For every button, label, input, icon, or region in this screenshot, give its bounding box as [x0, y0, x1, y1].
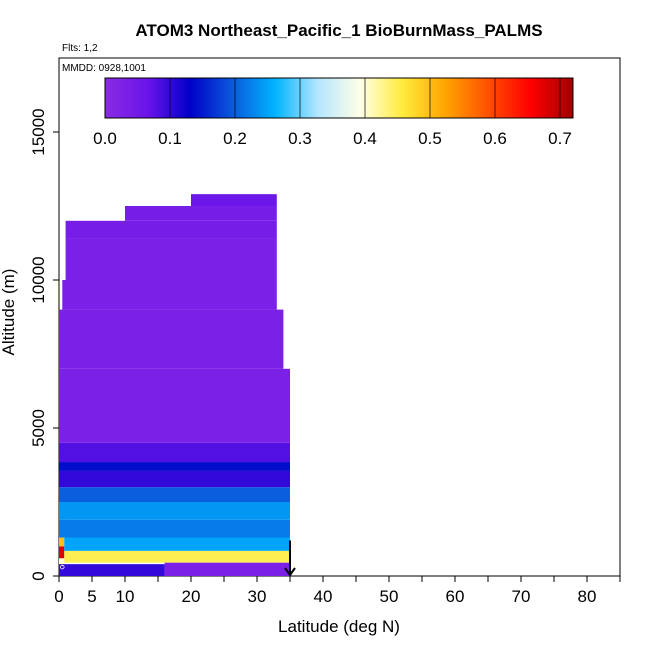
y-axis: 0 5000 10000 15000	[29, 108, 59, 581]
colorbar-tick-label: 0.3	[288, 129, 312, 148]
x-tick-label: 10	[116, 587, 135, 606]
y-axis-label: Altitude (m)	[0, 269, 18, 356]
flight-track-points	[60, 564, 65, 570]
colorbar-tick-label: 0.5	[418, 129, 442, 148]
heatmap-cell	[59, 309, 284, 369]
x-tick-label: 50	[380, 587, 399, 606]
y-tick-label: 5000	[29, 409, 48, 447]
x-tick-label: 0	[54, 587, 63, 606]
heatmap-cell	[65, 220, 277, 239]
latitude-marker	[284, 540, 296, 577]
dates-label: MMDD: 0928,1001	[62, 63, 146, 74]
heatmap-cell	[59, 462, 290, 471]
flights-label: Flts: 1,2	[62, 43, 98, 54]
heatmap-cell	[62, 280, 277, 310]
marker-arrowhead	[284, 567, 296, 577]
colorbar-fill	[105, 78, 573, 118]
heatmap-cell	[59, 442, 290, 463]
y-tick-label: 15000	[29, 108, 48, 155]
x-tick-label: 60	[446, 587, 465, 606]
heatmap-cell	[65, 238, 277, 280]
colorbar-tick-label: 0.4	[353, 129, 377, 148]
x-axis: 0 5 10 20 30 40 50 60 70 80	[54, 576, 621, 606]
data-point	[60, 564, 65, 570]
heatmap-cell	[59, 534, 65, 547]
x-tick-label: 5	[87, 587, 96, 606]
plot-area: MMDD: 0928,1001	[58, 57, 621, 577]
heatmap-cell	[59, 519, 290, 538]
heatmap-cell	[125, 206, 277, 221]
y-tick-label: 0	[29, 571, 48, 580]
heatmap-cell	[59, 368, 290, 443]
x-tick-label: 80	[578, 587, 597, 606]
x-tick-label: 70	[512, 587, 531, 606]
colorbar-border	[104, 77, 574, 119]
heatmap-cell	[59, 564, 165, 576]
y-tick-label: 10000	[29, 256, 48, 303]
colorbar-tick-label: 0.1	[158, 129, 182, 148]
chart-title: ATOM3 Northeast_Pacific_1 BioBurnMass_PA…	[135, 21, 542, 40]
colorbar-tick-label: 0.2	[223, 129, 247, 148]
heatmap-cells	[59, 194, 290, 576]
heatmap-cell	[59, 502, 290, 520]
heatmap-cell	[191, 194, 277, 206]
heatmap-cell	[59, 470, 290, 488]
x-axis-label: Latitude (deg N)	[278, 617, 400, 636]
colorbar-tick-label: 0.7	[548, 129, 572, 148]
x-tick-label: 20	[182, 587, 201, 606]
heatmap-cell	[64, 537, 290, 551]
colorbar-tick-label: 0.0	[93, 129, 117, 148]
heatmap-cell	[164, 562, 290, 576]
colorbar: 0.0 0.1 0.2 0.3 0.4 0.5 0.6 0.7	[93, 77, 574, 148]
colorbar-tick-label: 0.6	[483, 129, 507, 148]
heatmap-cell	[64, 550, 290, 563]
heatmap-cell	[59, 487, 290, 502]
x-tick-label: 30	[248, 587, 267, 606]
x-tick-label: 40	[314, 587, 333, 606]
heatmap-cell	[59, 546, 65, 559]
